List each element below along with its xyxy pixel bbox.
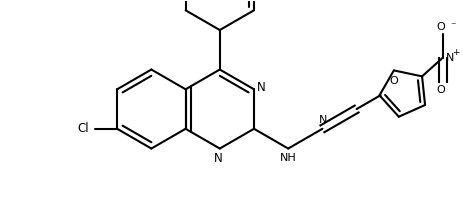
Text: O: O — [435, 22, 444, 32]
Text: Cl: Cl — [77, 122, 88, 135]
Text: O: O — [435, 84, 444, 95]
Text: N: N — [319, 115, 327, 125]
Text: ⁻: ⁻ — [450, 21, 455, 31]
Text: +: + — [451, 48, 459, 57]
Text: NH: NH — [279, 153, 296, 164]
Text: O: O — [388, 76, 397, 86]
Text: N: N — [213, 151, 222, 164]
Text: N: N — [444, 53, 453, 63]
Text: N: N — [257, 81, 265, 94]
